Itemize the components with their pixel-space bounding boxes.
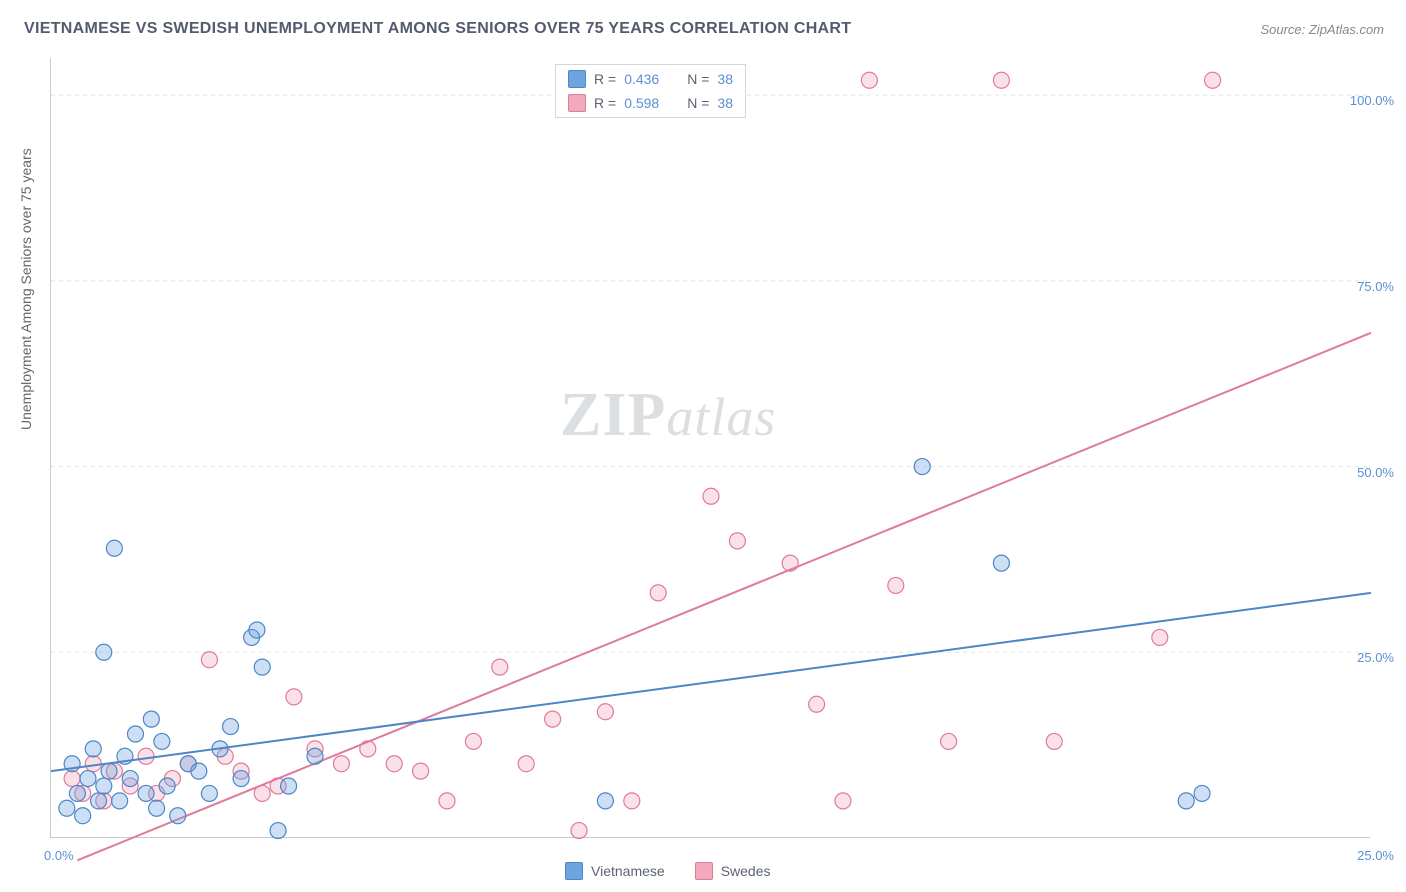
vietnamese-point xyxy=(101,763,117,779)
swedes-point xyxy=(835,793,851,809)
legend-series-item: Swedes xyxy=(695,862,771,880)
swedes-point xyxy=(333,756,349,772)
legend-swatch xyxy=(568,70,586,88)
y-tick-label: 25.0% xyxy=(1357,650,1394,665)
legend-correlation-row: R = 0.436 N = 38 xyxy=(556,67,745,91)
vietnamese-point xyxy=(59,800,75,816)
vietnamese-point xyxy=(69,785,85,801)
vietnamese-trendline xyxy=(51,593,1371,771)
vietnamese-point xyxy=(223,719,239,735)
y-tick-label: 75.0% xyxy=(1357,279,1394,294)
vietnamese-point xyxy=(254,659,270,675)
vietnamese-point xyxy=(143,711,159,727)
swedes-point xyxy=(518,756,534,772)
vietnamese-point xyxy=(170,808,186,824)
vietnamese-point xyxy=(281,778,297,794)
legend-n-label: N = xyxy=(687,95,709,111)
vietnamese-point xyxy=(138,785,154,801)
vietnamese-point xyxy=(149,800,165,816)
y-tick-label: 50.0% xyxy=(1357,465,1394,480)
plot-area xyxy=(50,58,1370,838)
vietnamese-point xyxy=(307,748,323,764)
source-label: Source: ZipAtlas.com xyxy=(1260,22,1384,37)
vietnamese-point xyxy=(270,823,286,839)
vietnamese-point xyxy=(96,778,112,794)
vietnamese-point xyxy=(1194,785,1210,801)
plot-svg xyxy=(51,58,1370,837)
legend-n-value: 38 xyxy=(717,71,733,87)
swedes-trendline xyxy=(77,333,1371,860)
y-tick-label: 100.0% xyxy=(1350,93,1394,108)
legend-r-label: R = xyxy=(594,95,616,111)
swedes-point xyxy=(64,771,80,787)
vietnamese-point xyxy=(201,785,217,801)
swedes-point xyxy=(286,689,302,705)
vietnamese-point xyxy=(91,793,107,809)
x-tick-origin: 0.0% xyxy=(44,848,74,863)
vietnamese-point xyxy=(96,644,112,660)
swedes-point xyxy=(386,756,402,772)
swedes-point xyxy=(1205,72,1221,88)
chart-container: VIETNAMESE VS SWEDISH UNEMPLOYMENT AMONG… xyxy=(0,0,1406,892)
swedes-point xyxy=(571,823,587,839)
vietnamese-point xyxy=(249,622,265,638)
swedes-point xyxy=(809,696,825,712)
legend-correlation-row: R = 0.598 N = 38 xyxy=(556,91,745,115)
swedes-point xyxy=(1152,629,1168,645)
vietnamese-point xyxy=(127,726,143,742)
legend-swatch xyxy=(565,862,583,880)
vietnamese-point xyxy=(159,778,175,794)
swedes-point xyxy=(413,763,429,779)
vietnamese-point xyxy=(112,793,128,809)
vietnamese-point xyxy=(80,771,96,787)
vietnamese-point xyxy=(75,808,91,824)
x-tick-end: 25.0% xyxy=(1357,848,1394,863)
vietnamese-point xyxy=(597,793,613,809)
swedes-point xyxy=(624,793,640,809)
swedes-point xyxy=(729,533,745,549)
vietnamese-point xyxy=(106,540,122,556)
legend-series-label: Vietnamese xyxy=(591,863,665,879)
swedes-point xyxy=(597,704,613,720)
chart-title: VIETNAMESE VS SWEDISH UNEMPLOYMENT AMONG… xyxy=(24,20,851,38)
swedes-point xyxy=(888,577,904,593)
legend-series-label: Swedes xyxy=(721,863,771,879)
legend-swatch xyxy=(568,94,586,112)
y-axis-label: Unemployment Among Seniors over 75 years xyxy=(18,148,34,430)
swedes-point xyxy=(1046,733,1062,749)
vietnamese-point xyxy=(1178,793,1194,809)
legend-n-value: 38 xyxy=(717,95,733,111)
swedes-point xyxy=(492,659,508,675)
swedes-point xyxy=(439,793,455,809)
vietnamese-point xyxy=(233,771,249,787)
legend-r-value: 0.598 xyxy=(624,95,659,111)
swedes-point xyxy=(993,72,1009,88)
legend-swatch xyxy=(695,862,713,880)
vietnamese-point xyxy=(914,459,930,475)
vietnamese-point xyxy=(993,555,1009,571)
swedes-point xyxy=(201,652,217,668)
swedes-point xyxy=(650,585,666,601)
vietnamese-point xyxy=(154,733,170,749)
legend-n-label: N = xyxy=(687,71,709,87)
swedes-point xyxy=(861,72,877,88)
swedes-point xyxy=(465,733,481,749)
legend-series: Vietnamese Swedes xyxy=(565,862,771,880)
swedes-point xyxy=(941,733,957,749)
swedes-point xyxy=(703,488,719,504)
vietnamese-point xyxy=(191,763,207,779)
swedes-point xyxy=(138,748,154,764)
swedes-point xyxy=(545,711,561,727)
vietnamese-point xyxy=(85,741,101,757)
legend-r-label: R = xyxy=(594,71,616,87)
legend-series-item: Vietnamese xyxy=(565,862,665,880)
legend-correlation: R = 0.436 N = 38 R = 0.598 N = 38 xyxy=(555,64,746,118)
legend-r-value: 0.436 xyxy=(624,71,659,87)
vietnamese-point xyxy=(122,771,138,787)
